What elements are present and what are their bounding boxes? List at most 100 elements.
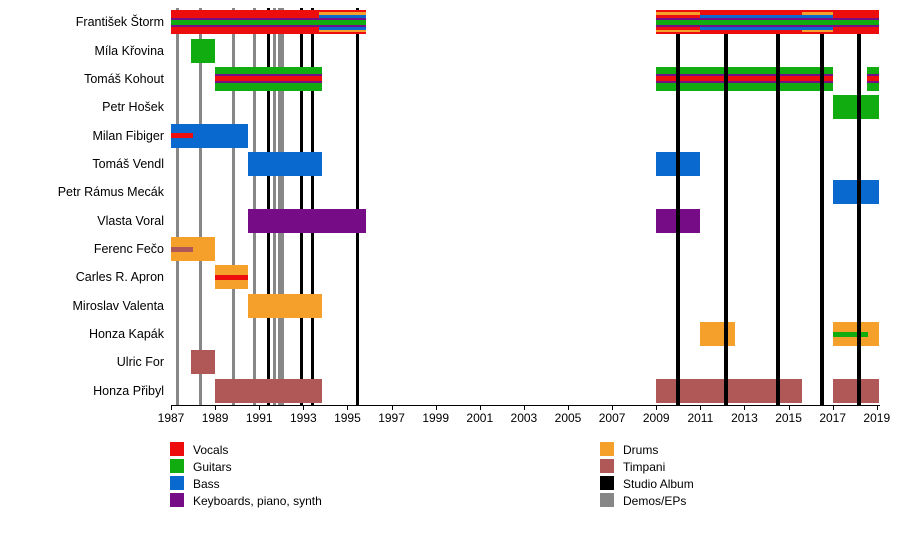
axis-tick-label: 2009: [642, 411, 670, 425]
legend-label: Bass: [193, 477, 220, 491]
axis-tick: [744, 406, 746, 410]
member-name-label: Míla Křovina: [94, 43, 164, 58]
member-name-label: Miroslav Valenta: [72, 298, 164, 313]
legend-swatch-vocals: [170, 442, 184, 456]
album-release-line: [723, 34, 728, 405]
timeline-bar: [215, 265, 249, 290]
timeline-bar: [171, 237, 216, 262]
role-stripe: [318, 29, 367, 33]
member-name-label: Milan Fibiger: [92, 128, 164, 143]
role-stripe: [700, 14, 833, 18]
role-stripe: [171, 17, 367, 20]
axis-tick-label: 2001: [466, 411, 494, 425]
role-stripe: [656, 24, 879, 27]
timeline-plot-area: [171, 8, 879, 405]
role-stripe: [171, 246, 194, 252]
timeline-bar: [171, 123, 249, 148]
axis-tick: [656, 406, 658, 410]
axis-tick: [568, 406, 569, 410]
role-stripe: [215, 74, 323, 77]
x-axis-line: [171, 405, 880, 406]
album-release-line: [819, 34, 824, 405]
timeline-bar: [248, 208, 367, 233]
demo-release-line: [199, 8, 203, 405]
role-stripe: [656, 74, 833, 77]
member-name-label: Honza Kapák: [88, 327, 164, 342]
timeline-bar: [832, 322, 879, 347]
demo-release-line: [277, 8, 281, 405]
axis-tick: [700, 406, 702, 410]
axis-tick: [303, 406, 305, 410]
legend-label: Guitars: [193, 460, 232, 474]
axis-tick-label: 1999: [422, 411, 450, 425]
axis-tick: [347, 406, 349, 410]
member-name-label: Tomáš Vendl: [92, 156, 164, 171]
axis-tick-label: 1995: [334, 411, 361, 425]
legend-swatch-demo: [600, 493, 614, 507]
role-stripe: [318, 14, 367, 18]
axis-tick-label: 1987: [157, 411, 185, 425]
demo-release-line: [280, 8, 284, 405]
album-release-line: [676, 34, 681, 405]
timeline-bar: [215, 378, 323, 403]
member-name-label: František Štorm: [75, 15, 164, 30]
axis-tick-label: 2007: [598, 411, 626, 425]
role-stripe: [656, 81, 833, 84]
role-stripe: [656, 29, 701, 33]
axis-tick: [391, 406, 393, 410]
axis-tick: [523, 406, 525, 410]
role-stripe: [801, 29, 833, 33]
role-stripe: [700, 26, 833, 30]
role-stripe: [215, 76, 323, 82]
role-stripe: [656, 12, 701, 15]
timeline-bar: [832, 378, 879, 403]
role-stripe: [866, 76, 879, 82]
timeline-bar: [832, 95, 879, 120]
axis-tick: [479, 406, 481, 410]
axis-tick: [215, 406, 217, 410]
member-name-label: Ulric For: [116, 355, 164, 370]
axis-tick-label: 1997: [378, 411, 405, 425]
axis-tick-label: 1991: [245, 411, 273, 425]
role-stripe: [215, 81, 323, 84]
role-stripe: [866, 74, 879, 77]
member-name-label: Carles R. Apron: [75, 270, 164, 285]
timeline-bar: [248, 293, 323, 318]
timeline-bar: [190, 350, 216, 375]
legend-label: Studio Album: [623, 477, 694, 491]
member-name-label: Honza Přibyl: [93, 383, 164, 398]
axis-tick-label: 2015: [775, 411, 802, 425]
axis-tick-label: 1993: [289, 411, 317, 425]
legend-swatch-drums: [600, 442, 614, 456]
member-name-label: Vlasta Voral: [97, 213, 164, 228]
axis-tick-label: 1989: [201, 411, 229, 425]
legend-label: Drums: [623, 443, 659, 457]
album-release-line: [266, 8, 270, 405]
axis-tick: [832, 406, 834, 410]
role-stripe: [171, 133, 194, 139]
legend-swatch-bass: [170, 476, 184, 490]
role-stripe: [866, 81, 879, 84]
timeline-bar: [215, 66, 323, 91]
member-name-label: Tomáš Kohout: [84, 71, 164, 86]
role-stripe: [832, 331, 868, 337]
legend-label: Keyboards, piano, synth: [193, 494, 322, 508]
member-name-label: Petr Rámus Mecák: [57, 185, 164, 200]
timeline-bar: [866, 66, 879, 91]
legend-swatch-guitars: [170, 459, 184, 473]
demo-release-line: [232, 8, 236, 405]
album-release-line: [310, 8, 314, 405]
demo-release-line: [253, 8, 257, 405]
timeline-bar: [656, 66, 833, 91]
legend-swatch-keyboards: [170, 493, 184, 507]
timeline-bar: [248, 151, 323, 176]
timeline-bar: [832, 180, 879, 205]
demo-release-line: [176, 8, 180, 405]
axis-tick: [171, 406, 172, 410]
role-stripe: [171, 19, 367, 25]
role-stripe: [656, 19, 879, 25]
axis-tick-label: 2011: [687, 411, 714, 425]
axis-tick: [259, 406, 261, 410]
timeline-bar: [656, 10, 879, 35]
